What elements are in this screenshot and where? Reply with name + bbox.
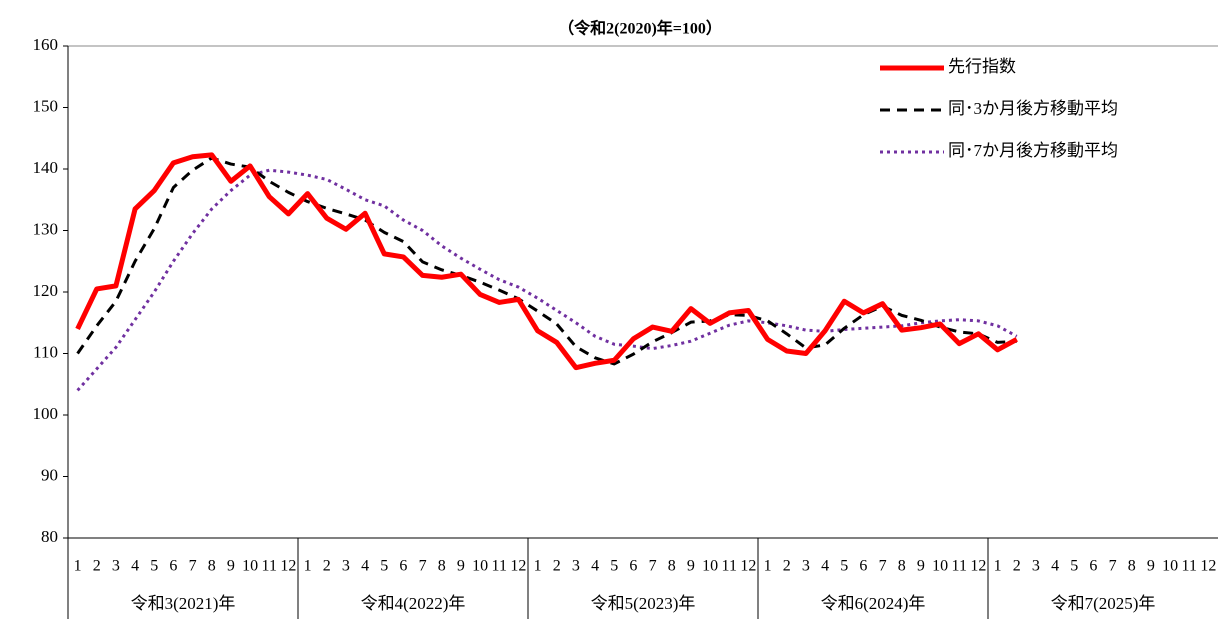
x-tick-label: 5 <box>150 558 158 575</box>
x-tick-label: 12 <box>970 558 986 575</box>
series-line <box>76 168 1018 392</box>
x-tick-label: 1 <box>74 558 82 575</box>
x-tick-label: 6 <box>169 558 177 575</box>
x-tick-label: 5 <box>380 558 388 575</box>
x-tick-label: 3 <box>572 558 580 575</box>
x-tick-label: 6 <box>629 558 637 575</box>
x-tick-label: 9 <box>457 558 465 575</box>
legend-label: 先行指数 <box>948 57 1016 76</box>
x-tick-label: 8 <box>208 558 216 575</box>
x-tick-label: 6 <box>859 558 867 575</box>
x-tick-label: 4 <box>591 558 599 575</box>
legend-label: 同･7か月後方移動平均 <box>948 141 1118 160</box>
x-tick-label: 2 <box>323 558 331 575</box>
x-tick-label: 4 <box>361 558 369 575</box>
y-tick-label: 80 <box>41 527 58 546</box>
x-tick-label: 8 <box>438 558 446 575</box>
x-tick-label: 1 <box>994 558 1002 575</box>
year-label: 令和7(2025)年 <box>1051 594 1156 613</box>
x-tick-label: 12 <box>510 558 526 575</box>
x-tick-label: 2 <box>783 558 791 575</box>
x-tick-label: 7 <box>419 558 427 575</box>
x-tick-label: 2 <box>1013 558 1021 575</box>
x-tick-label: 2 <box>93 558 101 575</box>
chart-title: （令和2(2020)年=100） <box>558 19 722 38</box>
x-tick-label: 1 <box>764 558 772 575</box>
x-tick-label: 8 <box>1128 558 1136 575</box>
x-tick-label: 10 <box>242 558 258 575</box>
x-tick-label: 7 <box>649 558 657 575</box>
y-tick-label: 120 <box>33 281 59 300</box>
x-tick-label: 9 <box>917 558 925 575</box>
x-tick-label: 11 <box>952 558 967 575</box>
year-label: 令和6(2024)年 <box>821 594 926 613</box>
x-tick-label: 4 <box>821 558 829 575</box>
x-tick-label: 11 <box>1182 558 1197 575</box>
x-tick-label: 11 <box>262 558 277 575</box>
y-tick-label: 150 <box>33 96 59 115</box>
x-tick-label: 12 <box>1200 558 1216 575</box>
x-tick-label: 5 <box>840 558 848 575</box>
y-tick-label: 100 <box>33 404 59 423</box>
x-tick-label: 2 <box>553 558 561 575</box>
x-tick-label: 9 <box>1147 558 1155 575</box>
year-label: 令和3(2021)年 <box>131 594 236 613</box>
x-tick-label: 5 <box>1070 558 1078 575</box>
x-tick-label: 8 <box>668 558 676 575</box>
x-tick-label: 4 <box>1051 558 1059 575</box>
x-tick-label: 10 <box>702 558 718 575</box>
x-tick-label: 11 <box>492 558 507 575</box>
x-tick-label: 9 <box>687 558 695 575</box>
legend-label: 同･3か月後方移動平均 <box>948 99 1118 118</box>
y-tick-label: 140 <box>33 158 59 177</box>
x-tick-label: 11 <box>722 558 737 575</box>
year-label: 令和4(2022)年 <box>361 594 466 613</box>
x-tick-label: 3 <box>1032 558 1040 575</box>
x-tick-label: 4 <box>131 558 139 575</box>
y-tick-label: 160 <box>33 35 59 54</box>
series-line <box>75 152 1018 371</box>
x-tick-label: 12 <box>740 558 756 575</box>
x-tick-label: 5 <box>610 558 618 575</box>
x-tick-label: 6 <box>399 558 407 575</box>
x-tick-label: 7 <box>1109 558 1117 575</box>
x-tick-label: 1 <box>534 558 542 575</box>
series-line <box>76 156 1017 366</box>
y-tick-label: 90 <box>41 465 58 484</box>
x-tick-label: 3 <box>802 558 810 575</box>
y-tick-label: 110 <box>33 342 58 361</box>
x-tick-label: 10 <box>932 558 948 575</box>
year-label: 令和5(2023)年 <box>591 594 696 613</box>
x-tick-label: 12 <box>280 558 296 575</box>
x-tick-label: 10 <box>1162 558 1178 575</box>
x-tick-label: 6 <box>1089 558 1097 575</box>
x-tick-label: 1 <box>304 558 312 575</box>
y-tick-label: 130 <box>33 219 59 238</box>
x-tick-label: 3 <box>112 558 120 575</box>
x-tick-label: 7 <box>879 558 887 575</box>
x-tick-label: 8 <box>898 558 906 575</box>
x-tick-label: 3 <box>342 558 350 575</box>
x-tick-label: 10 <box>472 558 488 575</box>
x-tick-label: 7 <box>189 558 197 575</box>
x-tick-label: 9 <box>227 558 235 575</box>
